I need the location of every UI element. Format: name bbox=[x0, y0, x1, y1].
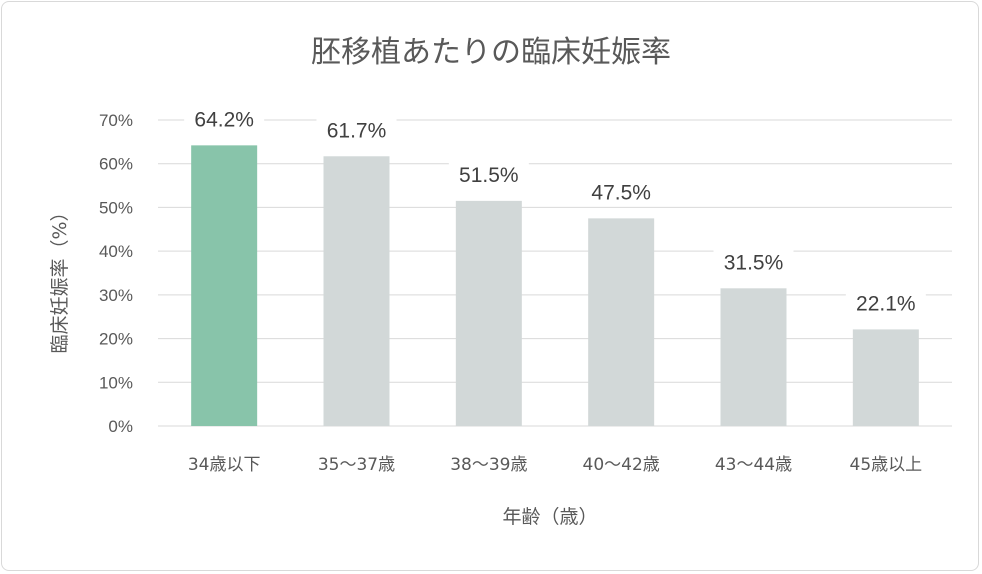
y-tick-label: 0% bbox=[108, 417, 133, 436]
data-label: 47.5% bbox=[591, 181, 651, 204]
data-label-background bbox=[845, 288, 926, 317]
data-label: 22.1% bbox=[856, 292, 916, 315]
y-tick-label: 50% bbox=[99, 198, 133, 217]
x-tick-label: 40〜42歳 bbox=[583, 455, 660, 475]
x-tick-label: 34歳以下 bbox=[188, 455, 261, 475]
bars bbox=[191, 145, 919, 427]
x-tick-label: 35〜37歳 bbox=[318, 455, 395, 475]
data-label: 51.5% bbox=[459, 164, 519, 187]
y-tick-label: 70% bbox=[99, 111, 133, 130]
y-tick-label: 60% bbox=[99, 155, 133, 174]
x-axis-label: 年齢（歳） bbox=[502, 506, 597, 528]
bar bbox=[191, 145, 258, 426]
bar bbox=[455, 200, 522, 426]
data-labels: 64.2% 61.7% 51.5% 47.5% 31.5% 22.1% bbox=[184, 104, 926, 317]
data-label-background bbox=[316, 115, 397, 144]
data-label: 61.7% bbox=[327, 119, 387, 142]
y-axis-ticks: 0% 10% 20% 30% 40% 50% 60% 70% bbox=[99, 111, 133, 436]
bar bbox=[852, 329, 919, 426]
y-axis-label: 臨床妊娠率（%） bbox=[49, 202, 71, 353]
bar bbox=[720, 288, 787, 426]
data-label: 64.2% bbox=[194, 108, 254, 131]
x-axis-ticks: 34歳以下 35〜37歳 38〜39歳 40〜42歳 43〜44歳 45歳以上 bbox=[188, 455, 922, 475]
data-label-background bbox=[184, 104, 265, 133]
y-tick-label: 20% bbox=[99, 330, 133, 349]
bar bbox=[588, 218, 655, 426]
x-tick-label: 45歳以上 bbox=[850, 455, 923, 475]
data-label-background bbox=[448, 159, 529, 188]
data-label: 31.5% bbox=[724, 251, 784, 274]
y-tick-label: 40% bbox=[99, 242, 133, 261]
chart-title: 胚移植あたりの臨床妊娠率 bbox=[311, 35, 671, 70]
data-label-background bbox=[581, 177, 662, 206]
x-tick-label: 43〜44歳 bbox=[715, 455, 792, 475]
data-label-background bbox=[713, 247, 794, 276]
x-tick-label: 38〜39歳 bbox=[450, 455, 527, 475]
y-tick-label: 30% bbox=[99, 286, 133, 305]
y-tick-label: 10% bbox=[99, 373, 133, 392]
bar bbox=[323, 156, 390, 427]
gridlines bbox=[158, 119, 952, 427]
